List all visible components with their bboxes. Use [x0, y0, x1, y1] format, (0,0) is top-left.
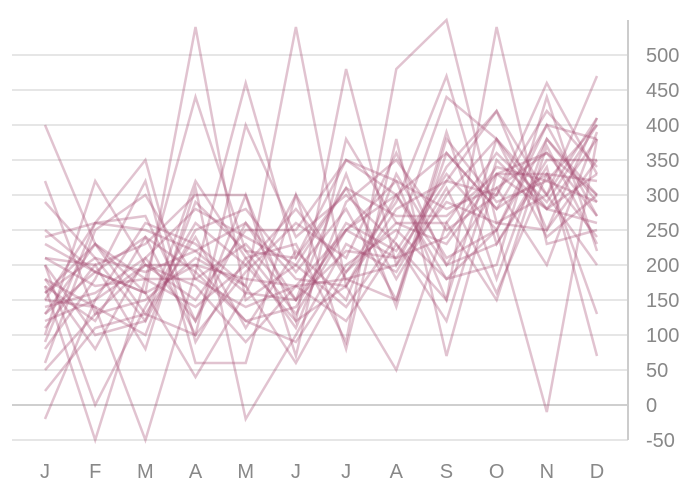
series-line — [43, 94, 598, 352]
series-line — [43, 138, 599, 413]
series-line — [43, 124, 598, 343]
series-line — [43, 108, 599, 380]
series-line — [44, 131, 599, 338]
series-line — [44, 78, 599, 444]
series-line — [43, 92, 598, 445]
series-line — [43, 26, 598, 420]
x-tick-label: A — [189, 461, 203, 483]
series-line — [44, 68, 599, 326]
y-tick-label: 400 — [646, 115, 679, 137]
series-line — [44, 80, 599, 331]
series-lines — [43, 17, 599, 445]
x-tick-label: D — [590, 461, 604, 483]
series-line — [44, 136, 598, 323]
x-tick-label: M — [137, 461, 154, 483]
series-line — [44, 26, 599, 315]
y-tick-label: 100 — [646, 325, 679, 347]
x-tick-label: M — [237, 461, 254, 483]
series-line — [44, 122, 599, 323]
series-line — [43, 123, 598, 364]
x-tick-label: J — [341, 461, 351, 483]
y-tick-label: 450 — [646, 80, 679, 102]
series-line — [44, 136, 598, 311]
x-tick-label: O — [489, 461, 505, 483]
series-line — [44, 151, 598, 295]
x-tick-label: F — [89, 461, 101, 483]
y-tick-label: 350 — [646, 150, 679, 172]
series-line — [44, 151, 598, 337]
gridlines — [12, 54, 628, 441]
y-tick-label: 50 — [646, 360, 668, 382]
series-line — [43, 138, 599, 365]
y-tick-label: 300 — [646, 185, 679, 207]
x-tick-label: A — [390, 461, 404, 483]
y-tick-label: 250 — [646, 220, 679, 242]
y-tick-label: 0 — [646, 395, 657, 417]
series-line — [44, 142, 599, 373]
y-tick-label: 150 — [646, 290, 679, 312]
x-tick-label: J — [291, 461, 301, 483]
series-line — [44, 159, 599, 295]
y-tick-labels: -50 0 50 100 150 200 250 300 350 400 450 500 — [646, 45, 679, 452]
series-line — [44, 72, 597, 371]
y-tick-label: 200 — [646, 255, 679, 277]
series-line — [43, 17, 599, 346]
x-tick-label: N — [540, 461, 554, 483]
series-line — [44, 171, 598, 423]
y-tick-label: -50 — [646, 430, 675, 452]
series-line — [44, 26, 598, 392]
series-line — [43, 127, 598, 337]
x-tick-label: J — [40, 461, 50, 483]
y-tick-label: 500 — [646, 45, 679, 67]
x-tick-label: S — [440, 461, 453, 483]
series-line — [44, 124, 599, 361]
series-line — [44, 163, 599, 357]
series-line — [43, 136, 598, 344]
series-line — [43, 157, 598, 344]
series-line — [43, 138, 599, 409]
